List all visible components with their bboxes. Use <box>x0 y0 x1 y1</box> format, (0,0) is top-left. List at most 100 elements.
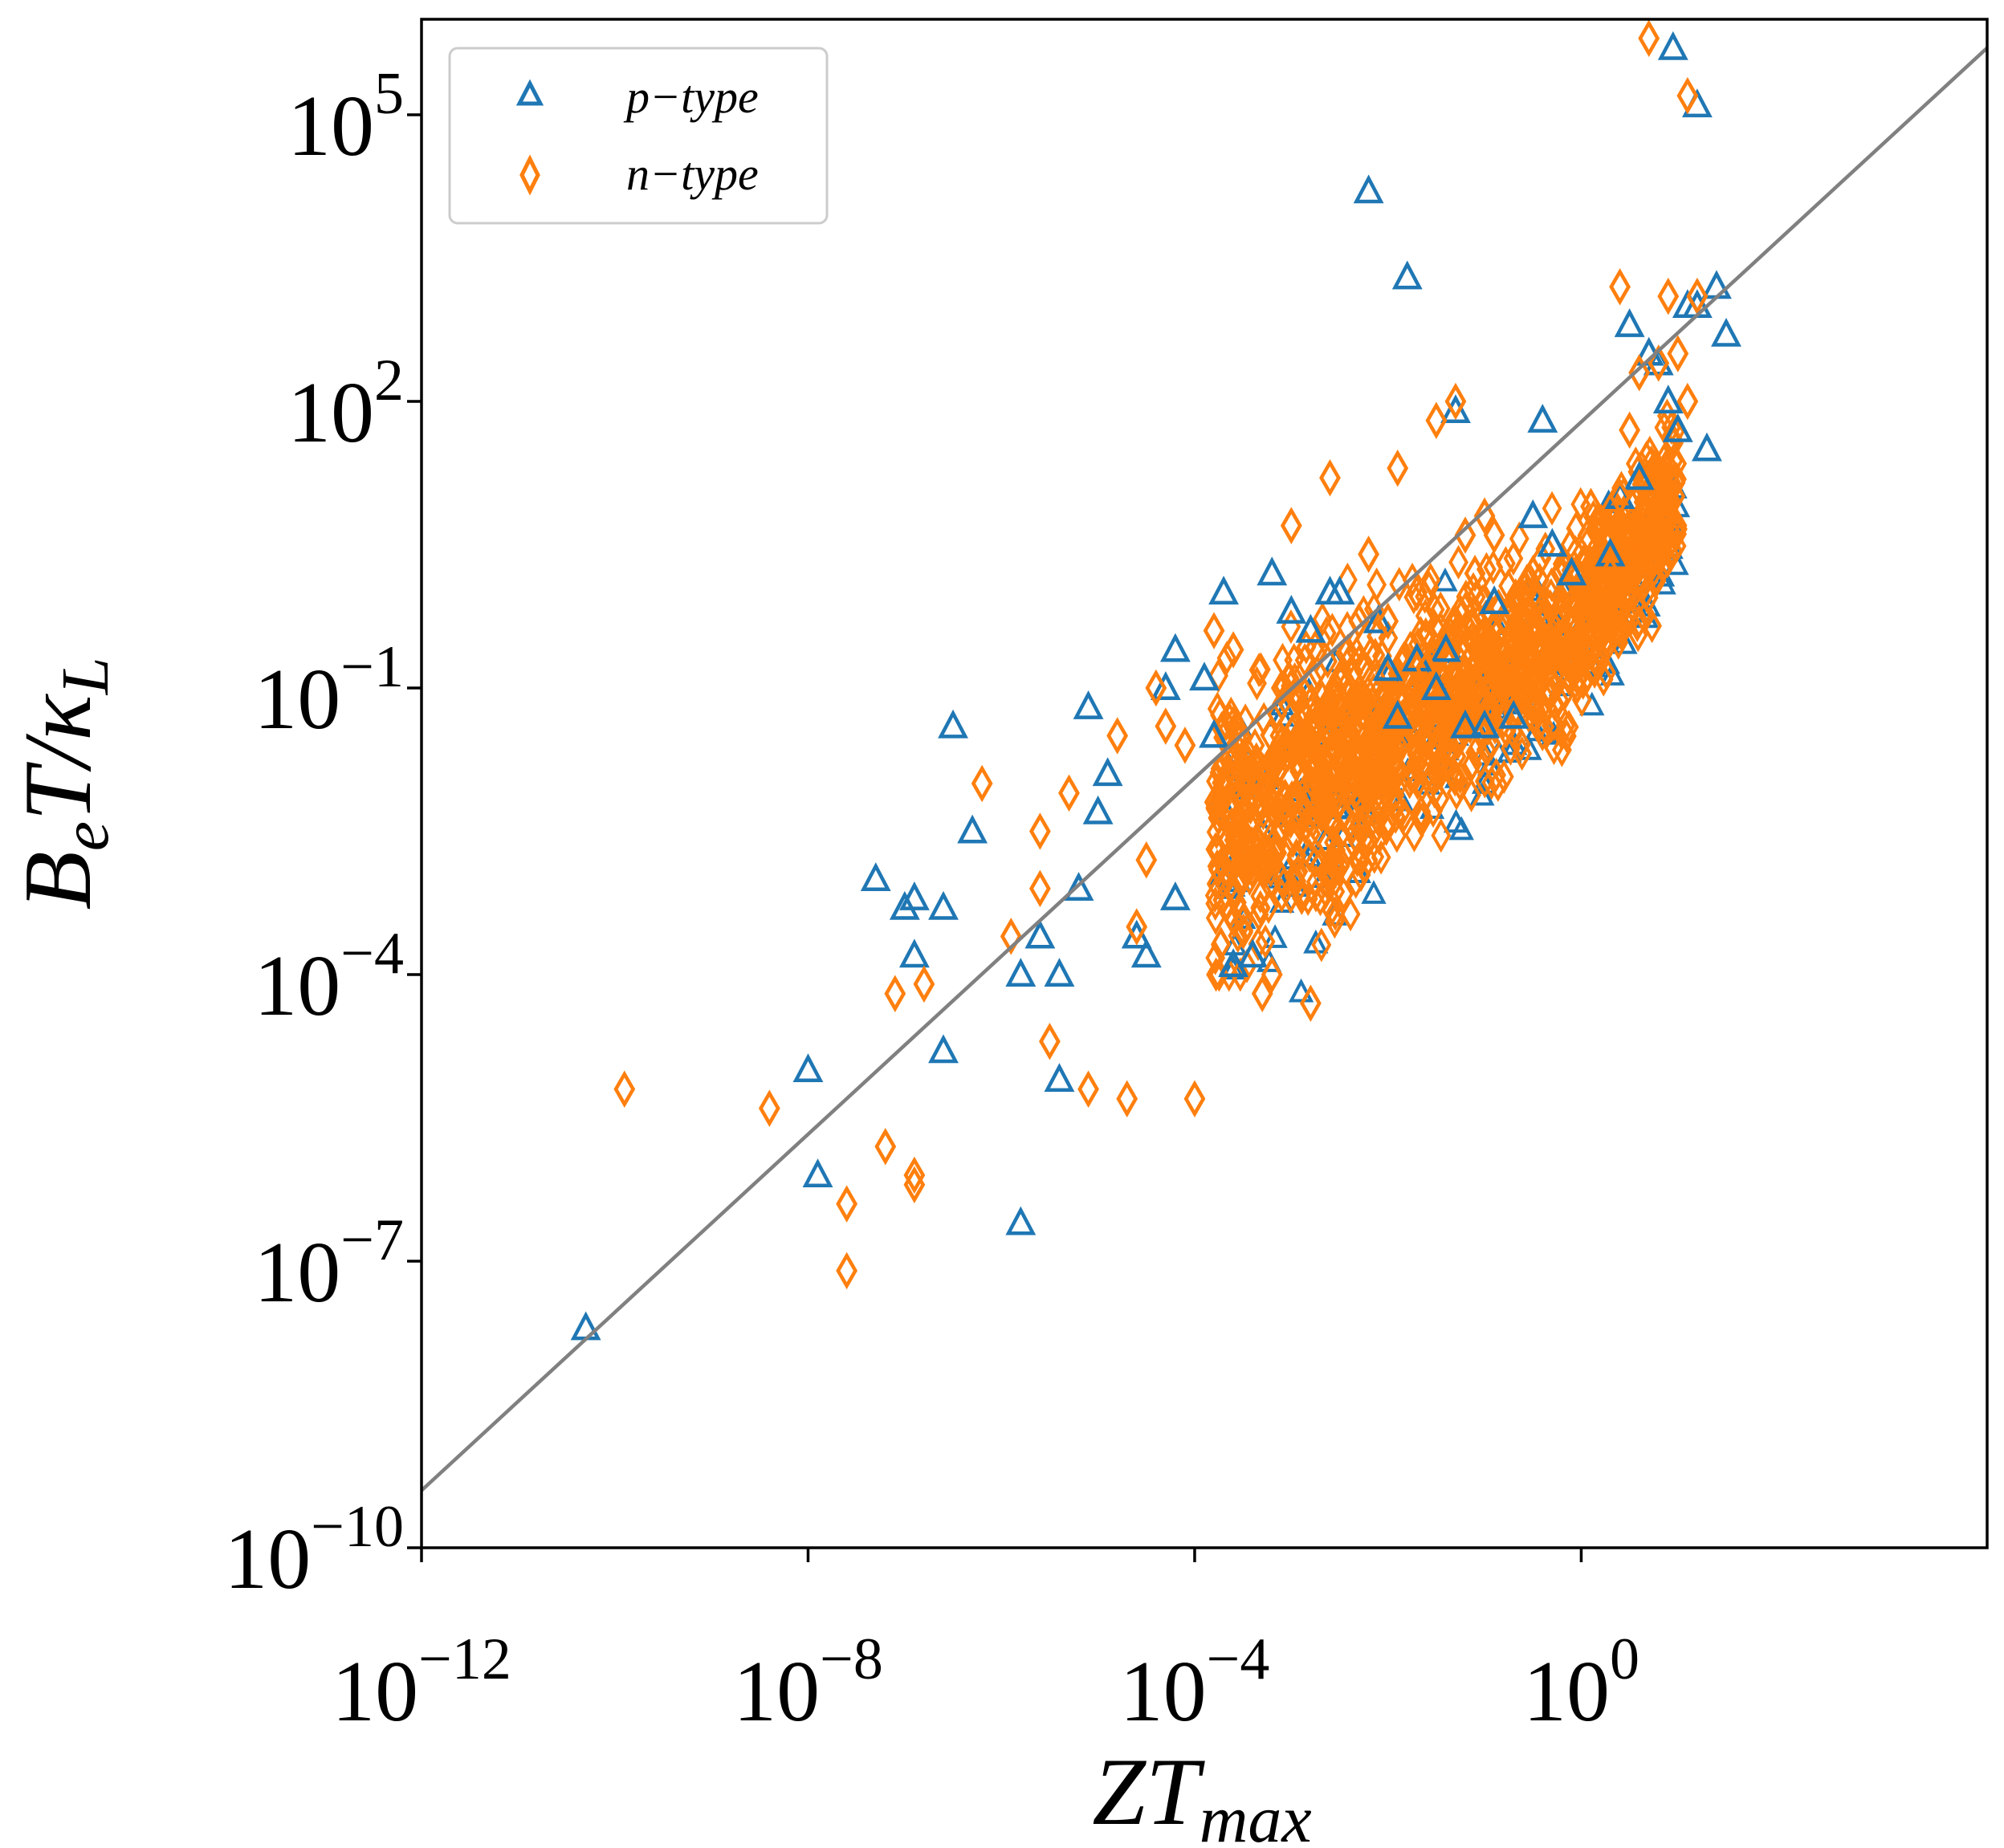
n-type-cluster-point <box>1603 489 1624 524</box>
n-type-point <box>1183 1080 1206 1117</box>
y-axis-title: BeT/κL <box>4 657 123 910</box>
n-type-point <box>1319 458 1341 497</box>
n-type-cluster-point <box>1338 562 1358 597</box>
n-type-cluster-point <box>1389 567 1410 602</box>
n-type-cluster-point <box>1432 674 1452 709</box>
n-type-cluster-point <box>1462 665 1483 700</box>
n-type-cluster-point <box>1597 621 1618 657</box>
p-type-point <box>1130 938 1162 968</box>
n-type-point <box>1521 554 1544 592</box>
legend-triangle-icon <box>515 79 544 106</box>
x-axis-title-main: ZT <box>1092 1738 1205 1845</box>
n-type-cluster-point <box>1567 588 1588 624</box>
n-type-cluster-point <box>1311 733 1332 768</box>
n-type-cluster-point <box>1343 809 1363 845</box>
n-type-point <box>903 1166 926 1204</box>
n-type-cluster-point <box>1301 763 1321 799</box>
n-type-cluster-point <box>1281 779 1302 815</box>
n-type-cluster-point <box>1561 627 1582 662</box>
p-type-cluster-point <box>1288 978 1314 1003</box>
n-type-cluster-point <box>1281 714 1302 749</box>
p-type-point <box>1662 413 1693 442</box>
n-type-cluster-point <box>1593 661 1614 697</box>
n-type-point <box>1135 841 1158 879</box>
p-type-cluster-point <box>1517 736 1542 760</box>
x-axis-title: ZTmax <box>1092 1738 1311 1848</box>
y-axis-title-t: T/κ <box>4 694 111 821</box>
n-type-cluster-point <box>1285 865 1305 901</box>
p-type-point <box>1063 872 1094 901</box>
p-type-point <box>792 1053 824 1083</box>
legend-box <box>448 47 829 225</box>
n-type-point <box>1628 354 1651 392</box>
p-type-point <box>570 1311 601 1341</box>
n-type-cluster-point <box>1493 759 1514 794</box>
n-type-point <box>836 1185 858 1223</box>
n-type-cluster-point <box>1334 876 1354 912</box>
p-type-point <box>1257 556 1288 586</box>
p-type-point <box>1391 260 1423 290</box>
n-type-cluster-point <box>1360 761 1381 796</box>
p-type-point <box>1295 613 1326 643</box>
n-type-cluster-point <box>1616 604 1637 640</box>
n-type-cluster-point <box>1348 731 1369 767</box>
p-type-point <box>1362 604 1394 633</box>
n-type-cluster-point <box>1486 757 1506 792</box>
n-type-cluster-point <box>1657 543 1678 579</box>
n-type-point <box>1454 516 1477 554</box>
n-type-cluster-point <box>1366 661 1387 696</box>
n-type-cluster-point <box>1535 531 1556 567</box>
p-type-point <box>1420 671 1452 701</box>
y-tick-label: 10−10 <box>224 1494 404 1607</box>
n-type-cluster-point <box>1346 822 1367 857</box>
n-type-cluster-point <box>1628 604 1649 639</box>
n-type-point <box>884 975 906 1013</box>
n-type-cluster-point <box>1289 678 1310 714</box>
n-type-cluster-point <box>1407 718 1428 754</box>
n-type-cluster-point <box>1636 482 1657 518</box>
legend: p−type n−type <box>448 47 829 225</box>
n-type-cluster-point <box>1472 584 1493 619</box>
p-type-point <box>1623 461 1655 490</box>
y-tick-label: 10−4 <box>254 921 404 1034</box>
n-type-cluster-point <box>1227 885 1247 920</box>
n-type-point <box>1502 631 1525 669</box>
p-type-point <box>1159 881 1191 910</box>
n-type-cluster-point <box>1287 723 1308 759</box>
y-axis-ticks: 10−10 10−7 10−4 10−1 102 105 <box>224 61 422 1607</box>
n-type-point <box>1676 382 1699 421</box>
legend-diamond-icon <box>519 154 540 196</box>
n-type-cluster-point <box>1281 804 1301 839</box>
n-type-cluster-point <box>1415 617 1436 652</box>
n-type-point <box>1077 1070 1099 1109</box>
n-type-cluster-point <box>1534 650 1554 686</box>
n-type-point <box>1609 478 1631 516</box>
n-type-cluster-point <box>1312 601 1333 637</box>
n-type-cluster-point <box>1482 678 1503 714</box>
p-type-point <box>1189 661 1220 691</box>
n-type-cluster-point <box>1605 558 1626 593</box>
n-type-cluster-point <box>1544 731 1564 766</box>
legend-label-p: p−type <box>623 71 759 123</box>
n-type-cluster-point <box>1216 768 1236 804</box>
y-axis-title-b: B <box>4 851 111 910</box>
n-type-cluster-point <box>1577 518 1598 553</box>
p-type-point <box>1372 652 1403 682</box>
p-type-point <box>1005 1206 1037 1235</box>
n-type-point <box>1251 975 1273 1013</box>
n-type-cluster-point <box>1649 509 1670 544</box>
p-type-point <box>1024 919 1056 949</box>
p-type-point <box>1657 31 1688 60</box>
n-type-cluster-point <box>1391 796 1411 831</box>
n-type-cluster-point <box>1338 699 1358 735</box>
p-type-point <box>1044 958 1075 987</box>
n-type-cluster-point <box>1232 857 1252 893</box>
n-type-point <box>1203 612 1225 649</box>
n-type-cluster-point <box>1448 544 1468 580</box>
n-type-cluster-point <box>1281 609 1301 645</box>
n-type-cluster-point <box>1663 467 1683 503</box>
p-type-point <box>889 890 920 920</box>
n-type-cluster-point <box>1415 598 1436 633</box>
n-type-cluster-point <box>1335 636 1355 671</box>
p-type-point <box>1479 585 1510 614</box>
